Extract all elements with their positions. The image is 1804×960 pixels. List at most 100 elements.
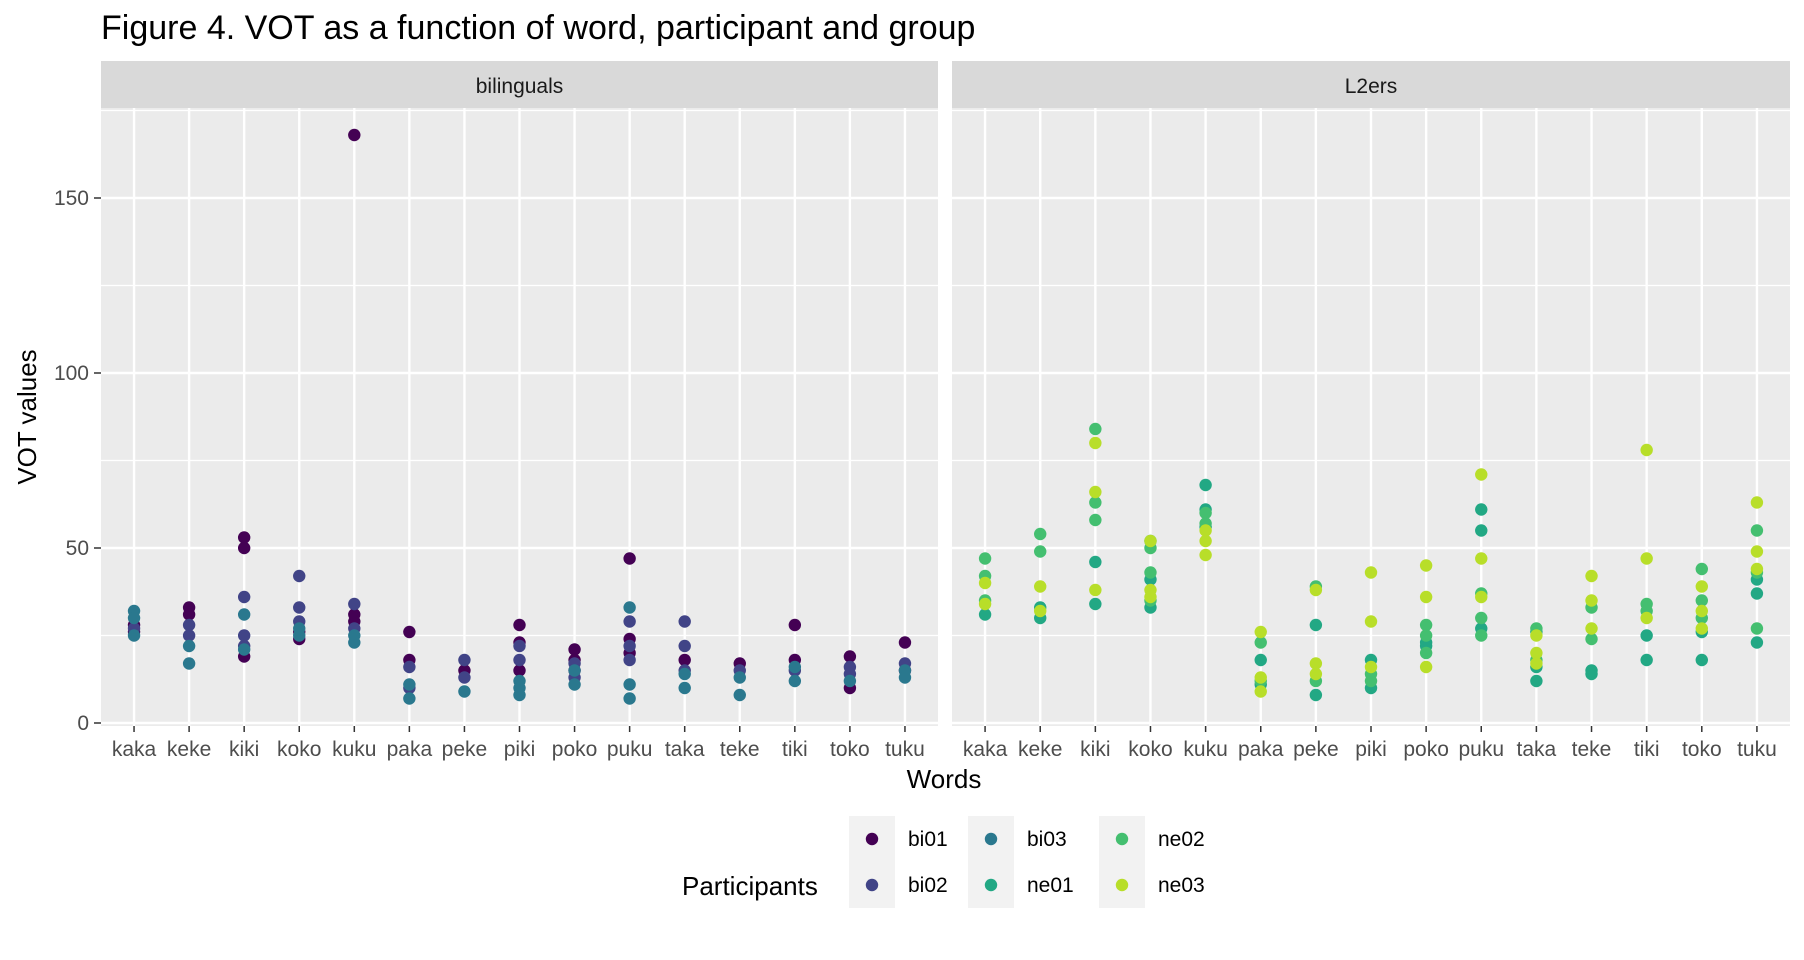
x-tick-label: teke [1572,738,1612,761]
data-point-ne03 [1089,485,1102,499]
legend-label-bi03: bi03 [1027,828,1067,851]
data-point-ne01 [1475,503,1488,516]
data-point-bi01 [348,608,361,621]
data-point-ne03 [1419,660,1433,674]
data-point-bi02 [182,618,196,632]
data-point-ne03 [1034,604,1047,618]
y-axis: 0 50 100 150 [54,187,101,735]
data-point-ne02 [978,552,992,565]
x-tick-label: kaka [963,738,1008,761]
data-point-bi03 [237,608,251,621]
data-point-ne02 [1199,506,1212,520]
data-point-bi03 [678,667,691,681]
data-point-ne03 [1530,629,1543,642]
y-tick-label: 100 [54,362,89,385]
x-tick-label: taka [665,738,705,761]
data-point-bi03 [182,657,196,670]
x-axis-title: Words [907,764,982,794]
data-point-bi03 [568,678,581,691]
data-point-ne01 [1475,524,1488,537]
x-tick-label: taka [1517,738,1557,761]
legend-entry-ne03: ne03 [1099,862,1205,908]
x-tick-label: puku [1458,738,1504,761]
data-point-ne01 [1089,597,1102,611]
data-point-bi01 [843,650,857,663]
x-tick-label: piki [1355,738,1387,761]
legend-label-bi02: bi02 [908,874,948,897]
legend-label-ne03: ne03 [1158,874,1205,897]
data-point-ne03 [1475,590,1488,604]
data-point-ne03 [1089,583,1102,597]
data-point-bi02 [182,629,196,642]
data-point-ne03 [1530,646,1543,660]
data-point-ne03 [1750,496,1764,509]
data-point-bi01 [237,531,251,544]
x-tick-label: paka [1238,738,1284,761]
data-point-bi03 [788,674,802,688]
y-axis-title: VOT values [12,349,42,484]
data-point-bi01 [898,636,912,649]
data-point-bi03 [843,674,857,688]
data-point-ne03 [1309,667,1323,681]
data-point-ne02 [1034,545,1047,558]
x-tick-label: kuku [332,738,376,761]
data-point-ne01 [1309,688,1323,702]
legend-entry-bi02: bi02 [849,862,948,908]
data-point-bi03 [623,601,636,614]
data-point-bi03 [237,643,251,656]
legend: Participants bi01 bi02 bi03 ne01 ne02 ne03 [682,816,1205,908]
data-point-bi03 [182,639,196,653]
data-point-ne01 [1199,478,1212,492]
data-point-ne03 [1364,615,1378,628]
data-point-ne03 [1585,569,1598,583]
data-point-ne03 [1089,436,1102,450]
data-point-bi02 [237,629,251,642]
data-point-ne02 [1419,646,1433,660]
data-point-bi02 [513,653,526,667]
data-point-bi03 [678,681,691,695]
data-point-bi02 [678,615,691,628]
data-point-ne03 [1309,657,1323,670]
data-point-ne02 [1419,629,1433,642]
x-tick-label: peke [1293,738,1339,761]
data-point-ne01 [1585,667,1598,681]
x-tick-label: teke [720,738,760,761]
data-point-bi02 [623,653,636,667]
data-point-bi02 [458,671,471,684]
x-tick-label: kuku [1183,738,1227,761]
facet-strip-label: L2ers [1345,75,1398,98]
data-point-bi03 [348,636,361,649]
data-point-ne03 [1364,566,1378,579]
data-point-ne02 [1364,674,1378,688]
data-point-bi02 [623,639,636,653]
facet-strip [101,61,938,108]
data-point-ne01 [1089,555,1102,569]
data-point-bi01 [788,618,802,632]
legend-label-ne01: ne01 [1027,874,1074,897]
x-tick-label: tiki [1634,738,1660,761]
x-tick-label: kiki [1080,738,1110,761]
data-point-ne01 [1750,587,1764,600]
data-point-bi02 [293,569,306,583]
data-point-ne03 [978,576,992,590]
data-point-bi02 [237,590,251,604]
data-point-bi01 [237,541,251,555]
data-point-ne03 [1640,611,1653,625]
data-point-ne03 [1475,552,1488,565]
x-tick-label: kiki [229,738,259,761]
data-point-bi02 [293,601,306,614]
data-point-ne03 [1640,552,1653,565]
data-point-bi01 [513,618,526,632]
x-tick-label: tuku [1737,738,1777,761]
data-point-ne01 [1750,636,1764,649]
data-point-bi03 [788,660,802,674]
data-point-bi01 [568,643,581,656]
data-point-bi01 [513,664,526,677]
data-point-ne03 [1034,580,1047,593]
data-point-ne03 [1419,590,1433,604]
data-point-bi03 [403,692,416,705]
legend-key-bi01 [865,832,879,846]
